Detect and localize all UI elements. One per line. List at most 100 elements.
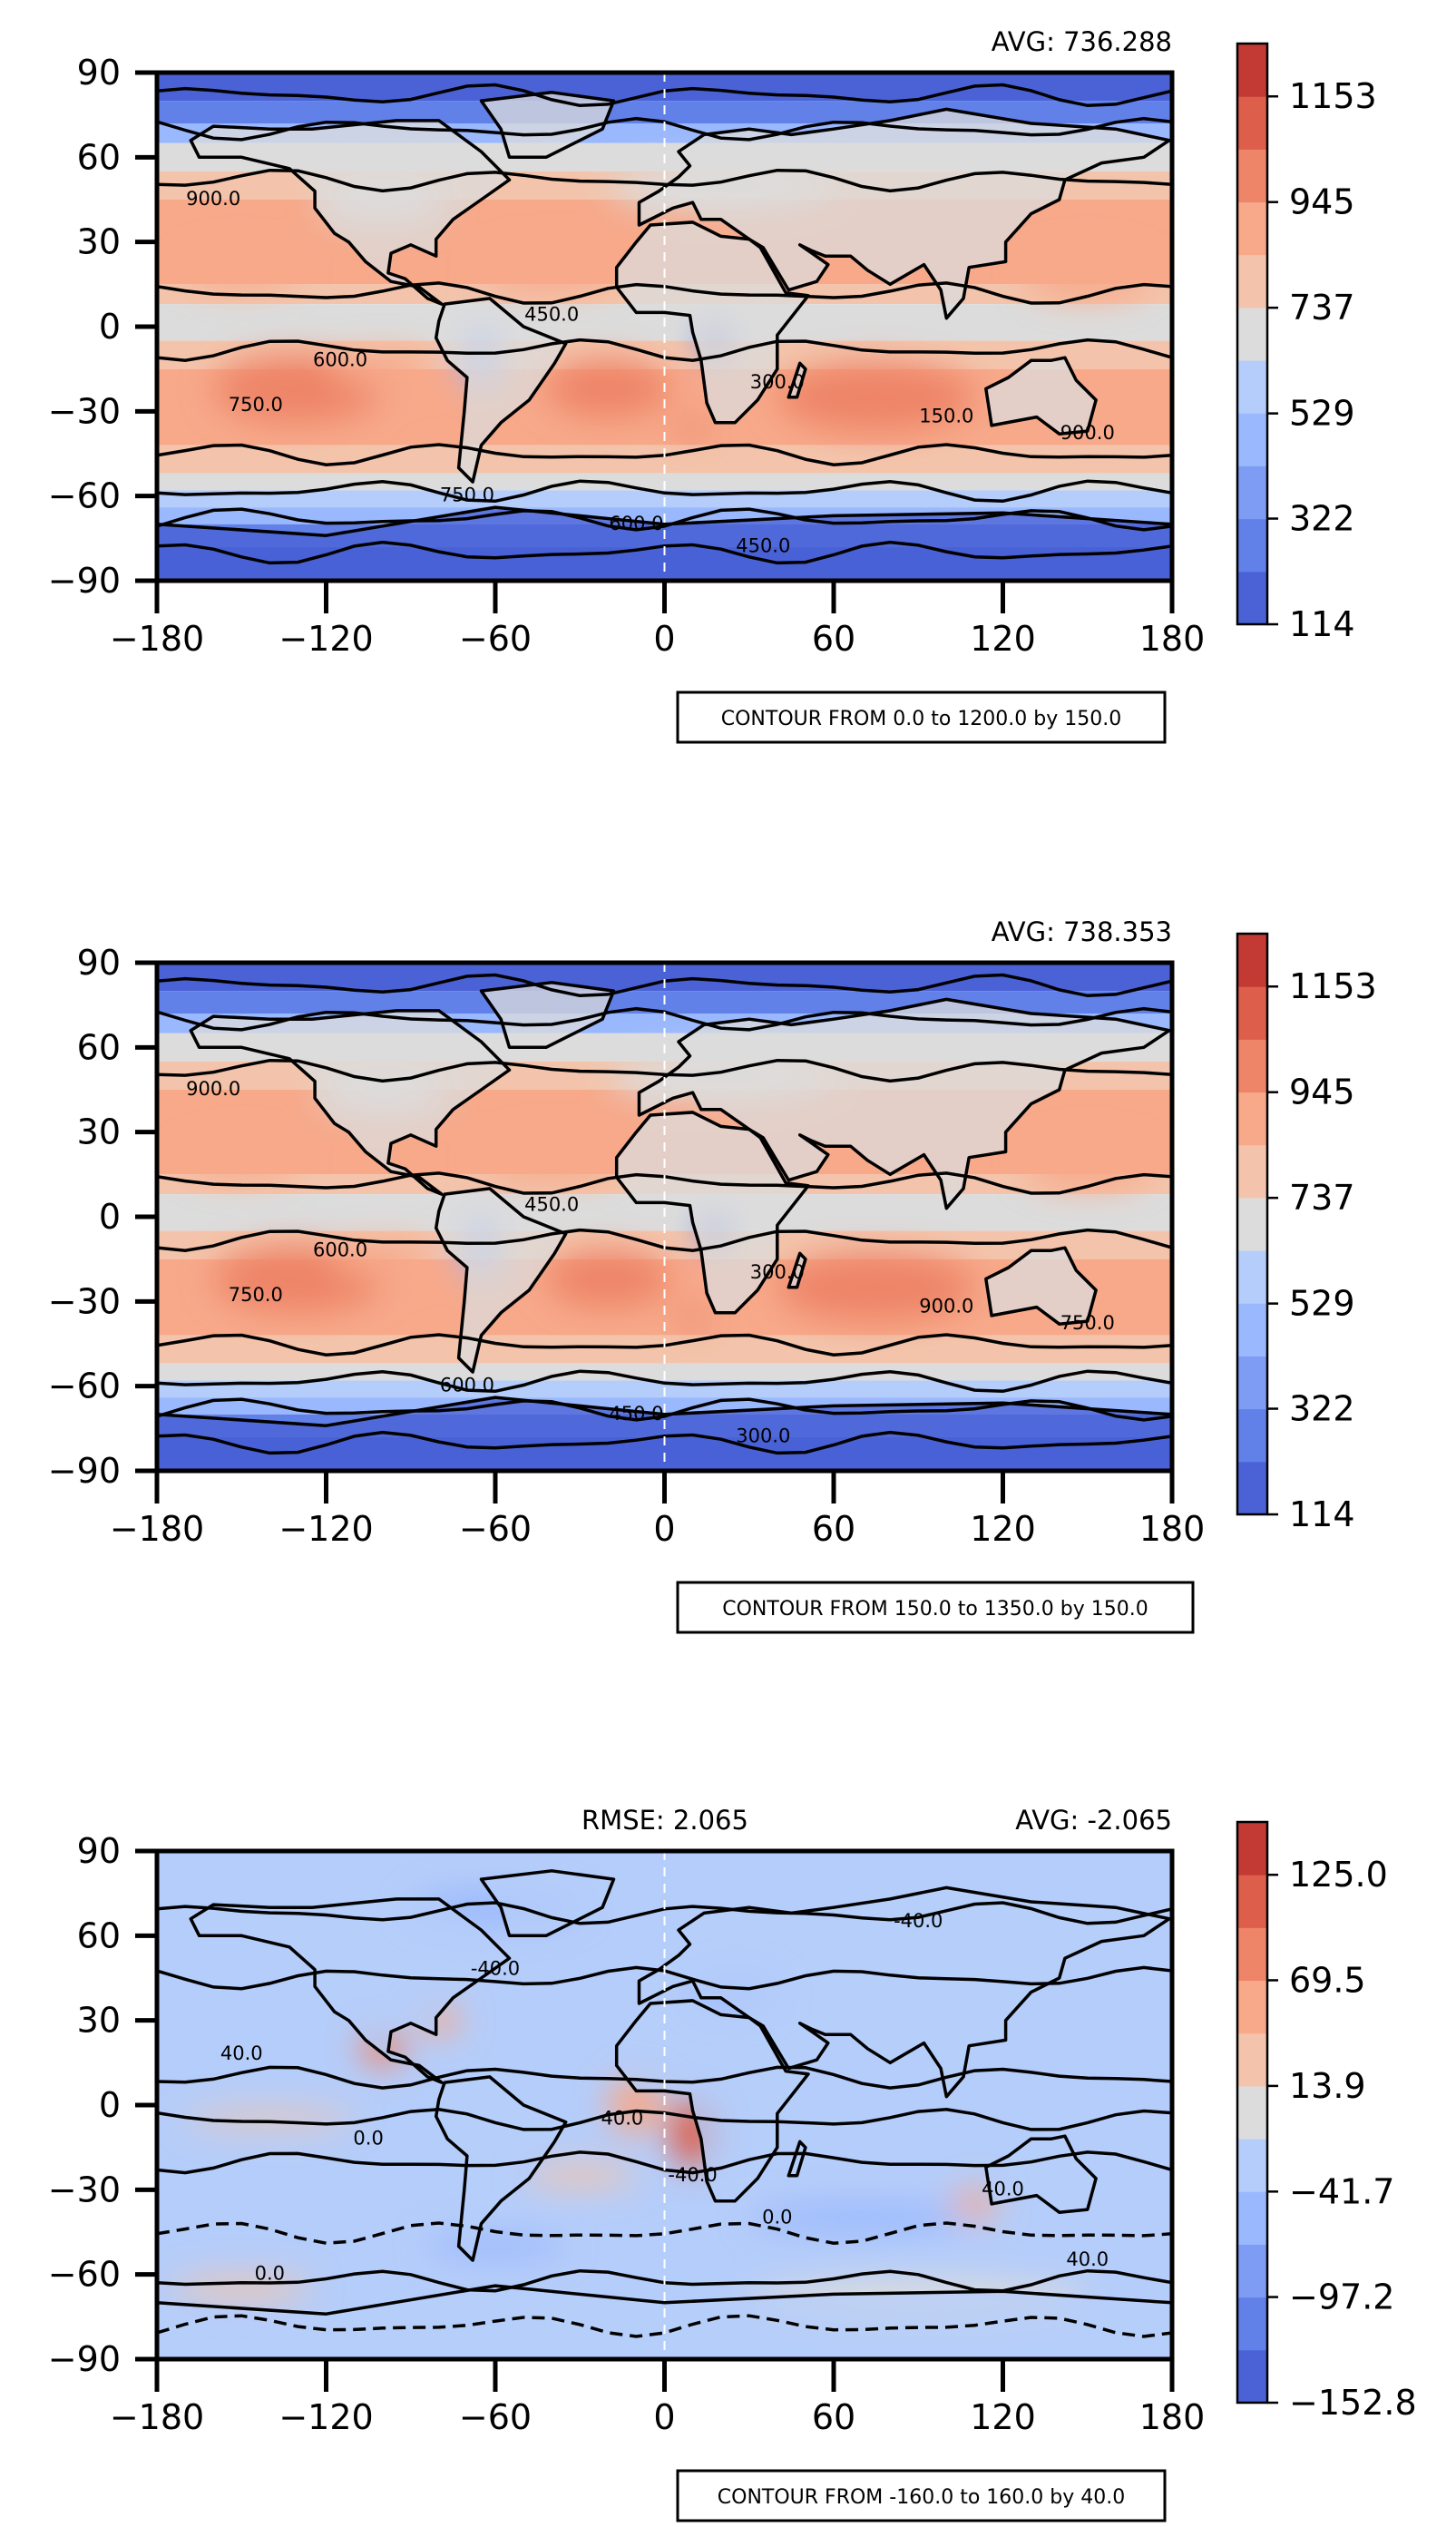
y-tick-label: 0 xyxy=(99,1197,121,1237)
colorbar-tick-label: 125.0 xyxy=(1289,1855,1388,1895)
contour-label: -40.0 xyxy=(668,2164,717,2186)
x-tick-label: 0 xyxy=(653,619,675,659)
colorbar-tick-label: 322 xyxy=(1289,499,1355,539)
x-tick-label: −180 xyxy=(110,1509,204,1549)
colorbar-frame xyxy=(1236,932,1269,1516)
x-tick-label: 60 xyxy=(812,619,855,659)
colorbar-segment xyxy=(1237,413,1267,466)
chart-panel-1: 900.0 750.0 600.0 450.0 300.0 150.0 900.0 750.0… xyxy=(48,26,1377,744)
field-blob xyxy=(545,1250,670,1308)
colorbar-segment xyxy=(1237,1980,1267,2034)
field-blob xyxy=(425,2235,566,2258)
contour-label: 600.0 xyxy=(440,1375,494,1396)
map-field: 40.0 0.0 -40.0 40.0 0.0 -40.0 40.0 0.0 -40.0 40.0 xyxy=(157,1851,1172,2359)
field-blob xyxy=(185,253,298,288)
colorbar-segment xyxy=(1237,571,1267,625)
x-tick-label: 180 xyxy=(1139,1509,1206,1549)
colorbar-tick-label: −97.2 xyxy=(1289,2277,1394,2317)
x-tick-label: 0 xyxy=(653,2397,675,2437)
colorbar-tick-label: 1153 xyxy=(1289,76,1377,116)
y-tick-label: −30 xyxy=(48,391,121,431)
continent-australia xyxy=(984,356,1098,436)
x-tick-label: −180 xyxy=(110,619,204,659)
field-blob xyxy=(1025,253,1150,299)
continent-north-america xyxy=(189,1009,512,1196)
x-tick-label: 120 xyxy=(970,1509,1036,1549)
x-tick-label: −180 xyxy=(110,2397,204,2437)
contour-line xyxy=(157,168,1172,193)
colorbar-tick-label: −41.7 xyxy=(1289,2171,1394,2211)
x-tick-label: 120 xyxy=(970,2397,1036,2437)
y-tick-label: −30 xyxy=(48,1281,121,1321)
y-tick-label: 60 xyxy=(77,1915,121,1955)
colorbar-segment xyxy=(1237,2085,1267,2140)
colorbar-tick-label: 737 xyxy=(1289,1178,1355,1218)
colorbar-segment xyxy=(1237,518,1267,573)
chart-panel-3: 40.00.0-40.040.00.0-40.040.00.0-40.040.0… xyxy=(48,1805,1417,2522)
colorbar-segment xyxy=(1237,307,1267,361)
field-blob xyxy=(952,2189,998,2218)
field-blob xyxy=(679,422,708,435)
rmse-text: RMSE: 2.065 xyxy=(581,1805,748,1836)
y-tick-label: −60 xyxy=(48,2255,121,2295)
colorbar-tick-label: 13.9 xyxy=(1289,2066,1366,2106)
colorbar-segment xyxy=(1237,2191,1267,2245)
colorbar-segment xyxy=(1237,1092,1267,1146)
continent-eurasia xyxy=(637,997,1171,1210)
contour-line xyxy=(157,1397,1172,1422)
colorbar-tick-label: 945 xyxy=(1289,182,1355,222)
colorbar: −152.8 −97.2 −41.7 13.9 69.5 125.0 xyxy=(1236,1820,1417,2423)
field-blob xyxy=(185,1143,298,1178)
contour-line xyxy=(157,507,1172,532)
contour-label: 900.0 xyxy=(1060,422,1115,444)
colorbar-tick-label: 1153 xyxy=(1289,966,1377,1006)
colorbar-segment xyxy=(1237,254,1267,309)
y-tick-label: 90 xyxy=(77,53,121,93)
contour-label: 750.0 xyxy=(1060,1312,1115,1334)
contour-label: 450.0 xyxy=(736,535,790,557)
contour-label: 40.0 xyxy=(1066,2248,1109,2270)
contour-info-text: CONTOUR FROM -160.0 to 160.0 by 40.0 xyxy=(718,2486,1125,2509)
colorbar: 114 322 529 737 945 1153 xyxy=(1236,42,1377,644)
colorbar-segment xyxy=(1237,986,1267,1040)
contour-label: 450.0 xyxy=(524,304,579,326)
contour-label: 300.0 xyxy=(736,1425,790,1447)
contour-line xyxy=(157,479,1172,504)
contour-label: 40.0 xyxy=(220,2042,263,2064)
colorbar-segment xyxy=(1237,2032,1267,2087)
colorbar-segment xyxy=(1237,1875,1267,1928)
x-tick-label: −60 xyxy=(459,619,532,659)
contour-label: 750.0 xyxy=(440,485,494,506)
colorbar-tick-label: 114 xyxy=(1289,604,1355,644)
colorbar: 114 322 529 737 945 1153 xyxy=(1236,932,1377,1534)
colorbar-segment xyxy=(1237,2349,1267,2404)
contour-label: 0.0 xyxy=(353,2127,383,2149)
contour-line xyxy=(157,540,1172,565)
x-tick-label: −120 xyxy=(278,619,373,659)
contour-label: 750.0 xyxy=(229,1284,283,1306)
contour-info-text: CONTOUR FROM 0.0 to 1200.0 by 150.0 xyxy=(721,708,1122,730)
field-blob xyxy=(331,352,434,387)
colorbar-segment xyxy=(1237,1039,1267,1093)
colorbar-segment xyxy=(1237,2297,1267,2351)
x-tick-label: −120 xyxy=(278,2397,373,2437)
contour-info-box xyxy=(676,691,1167,744)
contour-label: 600.0 xyxy=(313,1239,367,1260)
colorbar-segment xyxy=(1237,1408,1267,1463)
continent-australia xyxy=(984,1246,1098,1326)
colorbar-tick-label: −152.8 xyxy=(1289,2383,1417,2423)
contour-label: 900.0 xyxy=(919,1296,973,1317)
y-tick-label: 30 xyxy=(77,222,121,262)
avg-text: AVG: 738.353 xyxy=(992,916,1172,947)
colorbar-segment xyxy=(1237,934,1267,987)
contour-label: 40.0 xyxy=(601,2108,643,2130)
colorbar-segment xyxy=(1237,44,1267,97)
contour-info-box xyxy=(676,2469,1167,2522)
field-blob xyxy=(748,2203,975,2232)
field-blob xyxy=(481,1141,622,1180)
y-tick-label: 30 xyxy=(77,1112,121,1152)
contour-label: 150.0 xyxy=(919,406,973,427)
x-tick-label: 180 xyxy=(1139,2397,1206,2437)
y-tick-label: −60 xyxy=(48,1366,121,1406)
